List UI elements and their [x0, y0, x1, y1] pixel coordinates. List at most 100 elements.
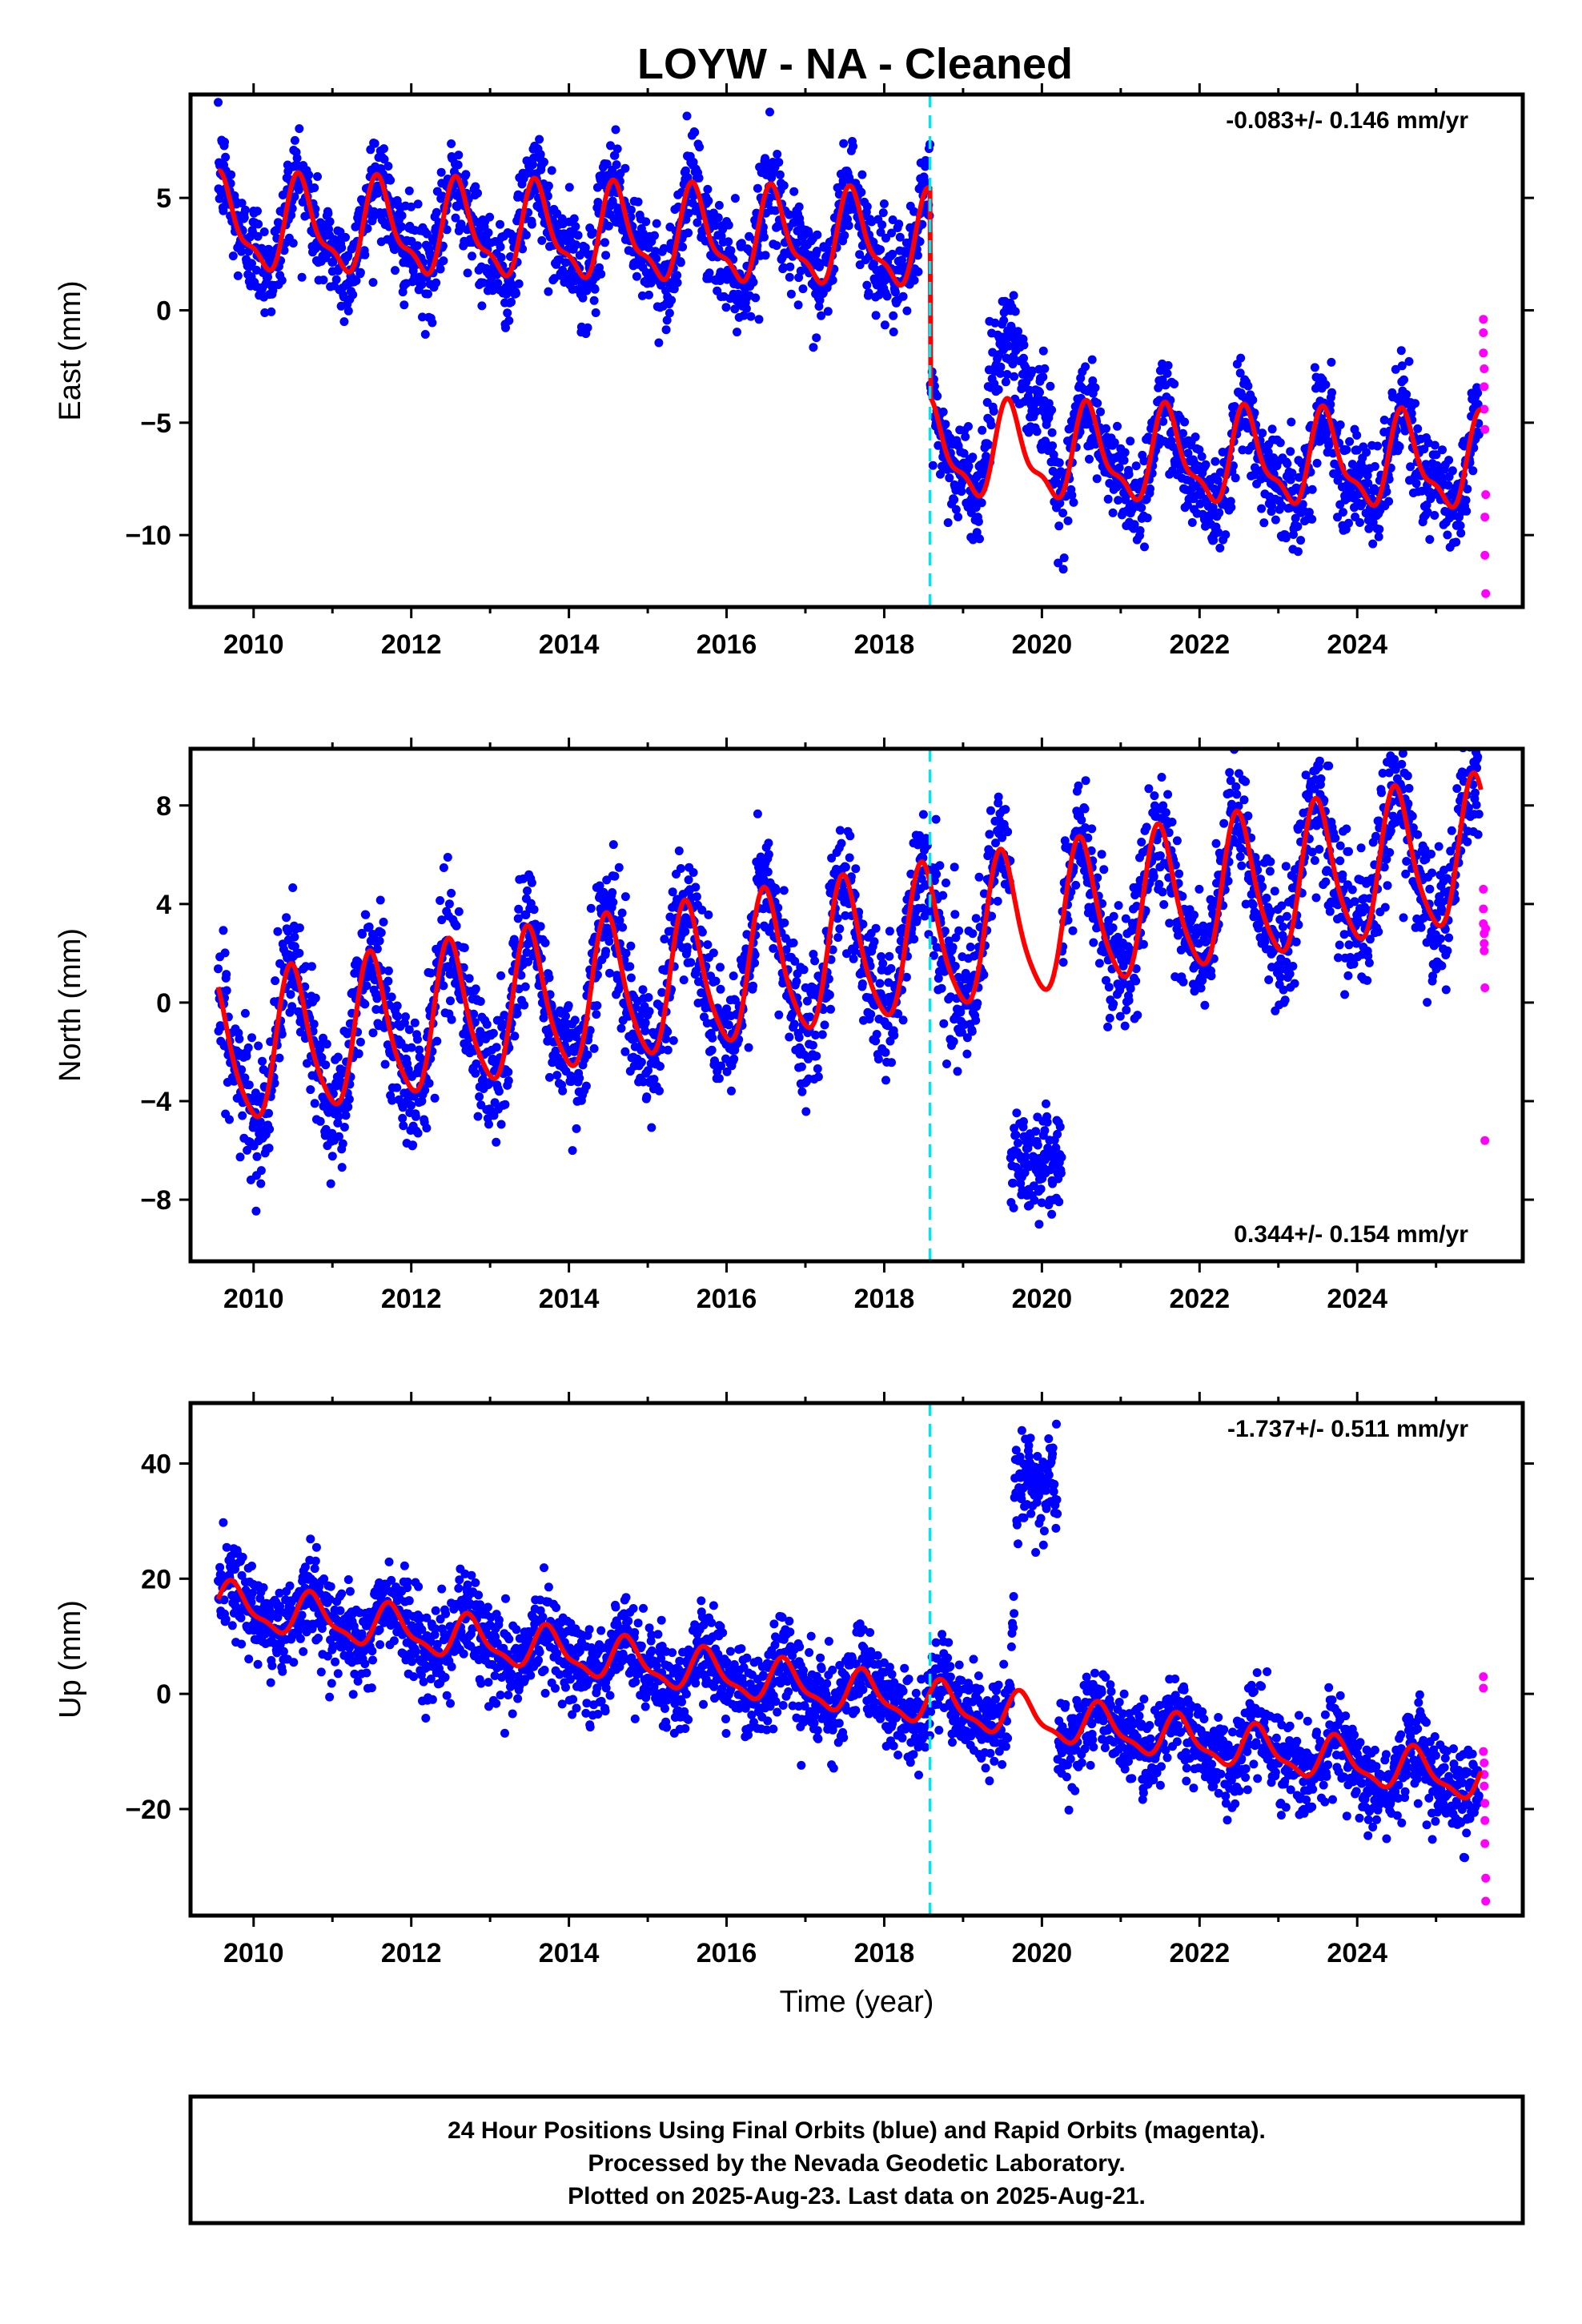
final-orbit-point — [996, 362, 1006, 372]
rapid-orbit-point — [1481, 490, 1491, 500]
final-orbit-point — [488, 1028, 498, 1038]
final-orbit-point — [1201, 460, 1211, 469]
final-orbit-point — [813, 1072, 823, 1082]
final-orbit-point — [432, 207, 441, 217]
final-orbit-point — [825, 990, 834, 999]
final-orbit-point — [1430, 440, 1439, 450]
final-orbit-point — [436, 896, 445, 905]
final-orbit-point — [592, 1001, 602, 1011]
final-orbit-point — [673, 278, 682, 287]
final-orbit-point — [589, 1043, 599, 1053]
final-orbit-point — [446, 996, 455, 1006]
final-orbit-point — [492, 1043, 501, 1052]
final-orbit-point — [484, 1120, 493, 1129]
final-orbit-point — [583, 323, 592, 332]
final-orbit-point — [817, 311, 826, 320]
final-orbit-point — [391, 266, 400, 275]
final-orbit-point — [750, 959, 760, 967]
final-orbit-point — [1108, 508, 1118, 517]
final-orbit-point — [279, 246, 289, 255]
final-orbit-point — [452, 921, 461, 931]
final-orbit-point — [1215, 543, 1225, 553]
final-orbit-point — [1032, 427, 1042, 436]
final-orbit-point — [845, 853, 854, 862]
final-orbit-point — [721, 303, 731, 312]
final-orbit-point — [828, 275, 837, 285]
final-orbit-point — [774, 1010, 784, 1019]
final-orbit-point — [964, 422, 973, 431]
final-orbit-point — [1443, 530, 1452, 540]
final-orbit-point — [1040, 364, 1050, 373]
final-orbit-point — [362, 981, 371, 991]
final-orbit-point — [975, 534, 984, 544]
final-orbit-point — [1243, 381, 1253, 391]
final-orbit-point — [810, 956, 820, 966]
final-orbit-point — [1135, 526, 1145, 535]
final-orbit-point — [521, 231, 531, 239]
final-orbit-point — [1267, 424, 1277, 434]
final-orbit-point — [632, 271, 641, 281]
final-orbit-point — [1368, 539, 1378, 549]
final-orbit-point — [307, 962, 316, 971]
final-orbit-point — [496, 1120, 506, 1129]
final-orbit-point — [287, 203, 297, 213]
final-orbit-point — [666, 239, 676, 248]
final-orbit-point — [282, 913, 291, 923]
final-orbit-point — [1124, 469, 1134, 479]
final-orbit-point — [337, 1163, 347, 1172]
final-orbit-point — [857, 170, 867, 179]
final-orbit-point — [588, 228, 598, 238]
y-tick-label: −10 — [125, 521, 171, 551]
final-orbit-point — [460, 943, 469, 952]
final-orbit-point — [247, 1033, 256, 1043]
final-orbit-point — [413, 241, 422, 251]
final-orbit-point — [1034, 1220, 1044, 1229]
final-orbit-point — [237, 199, 247, 208]
final-orbit-point — [1055, 1122, 1065, 1132]
final-orbit-point — [1058, 958, 1068, 967]
final-orbit-point — [1444, 456, 1454, 465]
final-orbit-point — [297, 272, 307, 282]
final-orbit-point — [978, 425, 987, 435]
final-orbit-point — [1312, 458, 1322, 468]
final-orbit-point — [540, 157, 548, 167]
final-orbit-point — [387, 992, 396, 1002]
final-orbit-point — [432, 1036, 442, 1046]
final-orbit-point — [454, 907, 464, 916]
final-orbit-point — [361, 910, 371, 919]
final-orbit-point — [436, 264, 445, 274]
y-tick-label: 0 — [156, 296, 171, 326]
final-orbit-point — [407, 202, 416, 211]
final-orbit-point — [550, 274, 559, 283]
final-orbit-point — [886, 963, 896, 973]
final-orbit-point — [1063, 516, 1073, 525]
final-orbit-point — [877, 220, 887, 230]
final-orbit-point — [703, 940, 713, 950]
final-orbit-point — [1074, 781, 1083, 790]
final-orbit-point — [1352, 431, 1362, 440]
final-orbit-point — [1468, 466, 1478, 476]
final-orbit-point — [503, 308, 512, 318]
final-orbit-point — [730, 194, 740, 203]
final-orbit-point — [536, 922, 545, 931]
final-orbit-point — [1019, 1117, 1028, 1126]
final-orbit-point — [794, 202, 804, 211]
final-orbit-point — [950, 910, 960, 919]
final-orbit-point — [564, 183, 574, 192]
final-orbit-point — [647, 1123, 656, 1132]
final-orbit-point — [1283, 459, 1292, 468]
final-orbit-point — [813, 1064, 822, 1073]
rapid-orbit-point — [1480, 550, 1490, 560]
final-orbit-point — [242, 1051, 251, 1061]
final-orbit-point — [543, 191, 552, 201]
final-orbit-point — [1011, 1130, 1021, 1140]
final-orbit-point — [386, 175, 396, 185]
final-orbit-point — [851, 864, 861, 874]
final-orbit-point — [617, 908, 627, 918]
final-orbit-point — [1058, 565, 1068, 574]
final-orbit-point — [667, 296, 677, 305]
final-orbit-point — [681, 927, 690, 936]
final-orbit-point — [608, 840, 618, 850]
final-orbit-point — [383, 976, 393, 986]
y-tick-label: −5 — [140, 408, 171, 439]
